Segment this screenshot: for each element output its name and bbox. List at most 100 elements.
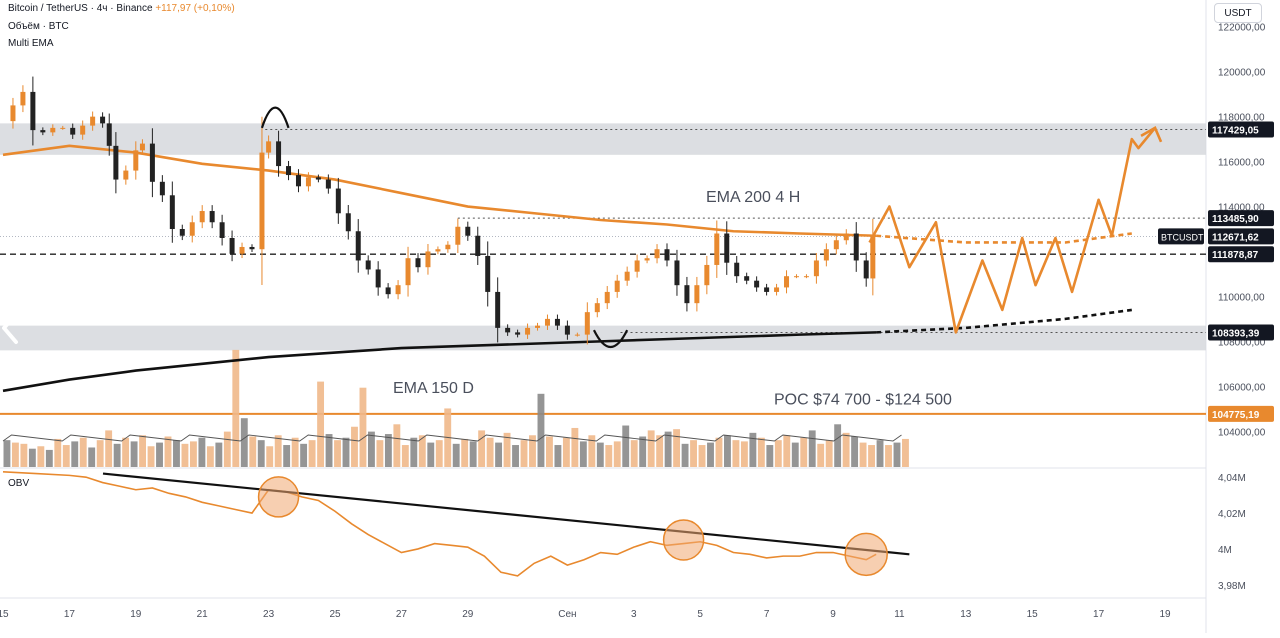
volume-bar bbox=[367, 431, 375, 467]
volume-bar bbox=[817, 443, 825, 467]
candle-body bbox=[266, 141, 272, 153]
candle-body bbox=[259, 152, 265, 250]
volume-bar bbox=[206, 446, 214, 467]
volume-bar bbox=[749, 432, 757, 467]
candle-body bbox=[823, 249, 829, 261]
date-tick-label: 29 bbox=[462, 609, 474, 620]
candle-body bbox=[325, 179, 331, 189]
candle-body bbox=[199, 211, 205, 223]
candle-body bbox=[455, 226, 461, 245]
candle-body bbox=[50, 127, 56, 133]
candle-body bbox=[624, 271, 630, 281]
candle-body bbox=[754, 280, 760, 288]
candle-body bbox=[870, 235, 876, 279]
candle-body bbox=[495, 291, 501, 328]
date-tick-label: 13 bbox=[960, 609, 972, 620]
candle-body bbox=[239, 246, 245, 254]
volume-bar bbox=[596, 442, 604, 467]
volume-bar bbox=[800, 437, 808, 467]
price-label-tag bbox=[1208, 121, 1274, 138]
volume-bar bbox=[740, 441, 748, 467]
candle-body bbox=[295, 175, 301, 187]
volume-bar bbox=[342, 437, 350, 467]
volume-bar bbox=[410, 437, 418, 467]
volume-bar bbox=[105, 430, 113, 467]
volume-bar bbox=[639, 436, 647, 467]
volume-indicator-label[interactable]: Объём · BTC bbox=[8, 21, 69, 32]
candle-body bbox=[833, 240, 839, 250]
volume-bar bbox=[715, 437, 723, 467]
volume-bar bbox=[300, 443, 308, 467]
volume-bar bbox=[384, 434, 392, 467]
candle-body bbox=[40, 130, 46, 133]
volume-bar bbox=[520, 440, 528, 467]
candle-body bbox=[415, 258, 421, 268]
volume-bar bbox=[834, 424, 842, 467]
candle-body bbox=[219, 222, 225, 238]
candle-body bbox=[684, 285, 690, 304]
obv-trend-line bbox=[102, 472, 910, 556]
price-label-text: 117429,05 bbox=[1212, 125, 1259, 136]
candle-body bbox=[863, 260, 869, 279]
price-label-tag bbox=[1208, 246, 1274, 263]
volume-bar bbox=[647, 430, 655, 467]
volume-bar bbox=[554, 445, 562, 467]
candle-body bbox=[793, 276, 799, 278]
volume-bar bbox=[62, 445, 70, 467]
candle-body bbox=[614, 280, 620, 292]
volume-bar bbox=[562, 437, 570, 467]
volume-bar bbox=[842, 432, 850, 467]
symbol-title[interactable]: Bitcoin / TetherUS · 4ч · Binance bbox=[8, 3, 153, 14]
bottom-arc-marker bbox=[592, 329, 629, 349]
volume-bar bbox=[690, 440, 697, 467]
volume-bar bbox=[164, 436, 172, 467]
multi-ema-indicator-label[interactable]: Multi EMA bbox=[8, 38, 54, 49]
volume-bar bbox=[757, 437, 765, 467]
volume-bar bbox=[147, 446, 155, 467]
candle-body bbox=[113, 145, 119, 180]
volume-bar bbox=[876, 440, 884, 467]
date-tick-label: 15 bbox=[1027, 609, 1039, 620]
candle-body bbox=[704, 264, 710, 286]
symbol-header: Bitcoin / TetherUS · 4ч · Binance +117,9… bbox=[8, 3, 235, 14]
volume-bar bbox=[681, 443, 689, 467]
date-tick-label: 25 bbox=[329, 609, 341, 620]
candle-body bbox=[80, 125, 86, 135]
volume-bar bbox=[579, 441, 587, 467]
obv-highlight-circle bbox=[662, 519, 705, 561]
volume-bar bbox=[571, 427, 579, 467]
volume-bar bbox=[664, 431, 672, 467]
volume-bar bbox=[673, 429, 681, 467]
candle-body bbox=[10, 105, 16, 122]
candle-body bbox=[276, 141, 282, 167]
volume-bar bbox=[418, 435, 426, 467]
candle-body bbox=[594, 303, 600, 313]
obv-tick-label: 4,02M bbox=[1218, 509, 1246, 520]
scroll-left-icon[interactable] bbox=[0, 308, 24, 348]
date-tick-label: 17 bbox=[1093, 609, 1105, 620]
ema-200-4h-projection bbox=[876, 232, 1132, 244]
date-tick-label: 21 bbox=[197, 609, 209, 620]
candle-body bbox=[843, 233, 849, 241]
volume-bar bbox=[791, 442, 799, 467]
candle-body bbox=[189, 222, 195, 236]
price-tick-label: 104000,00 bbox=[1218, 427, 1266, 438]
candle-body bbox=[355, 231, 361, 261]
obv-line bbox=[2, 470, 877, 577]
volume-bar bbox=[317, 381, 325, 467]
volume-bar bbox=[512, 445, 519, 467]
forecast-path bbox=[868, 127, 1157, 334]
candle-body bbox=[100, 116, 106, 124]
candle-body bbox=[574, 334, 580, 336]
candle-body bbox=[803, 276, 809, 278]
symbol-tag: BTCUSDT bbox=[1161, 232, 1204, 242]
currency-selector[interactable]: USDT bbox=[1214, 3, 1262, 23]
volume-bar bbox=[189, 441, 197, 467]
volume-bar bbox=[11, 442, 19, 467]
date-tick-label: 19 bbox=[1159, 609, 1171, 620]
candle-body bbox=[734, 262, 740, 277]
date-tick-label: 17 bbox=[64, 609, 76, 620]
volume-bar bbox=[215, 442, 223, 467]
